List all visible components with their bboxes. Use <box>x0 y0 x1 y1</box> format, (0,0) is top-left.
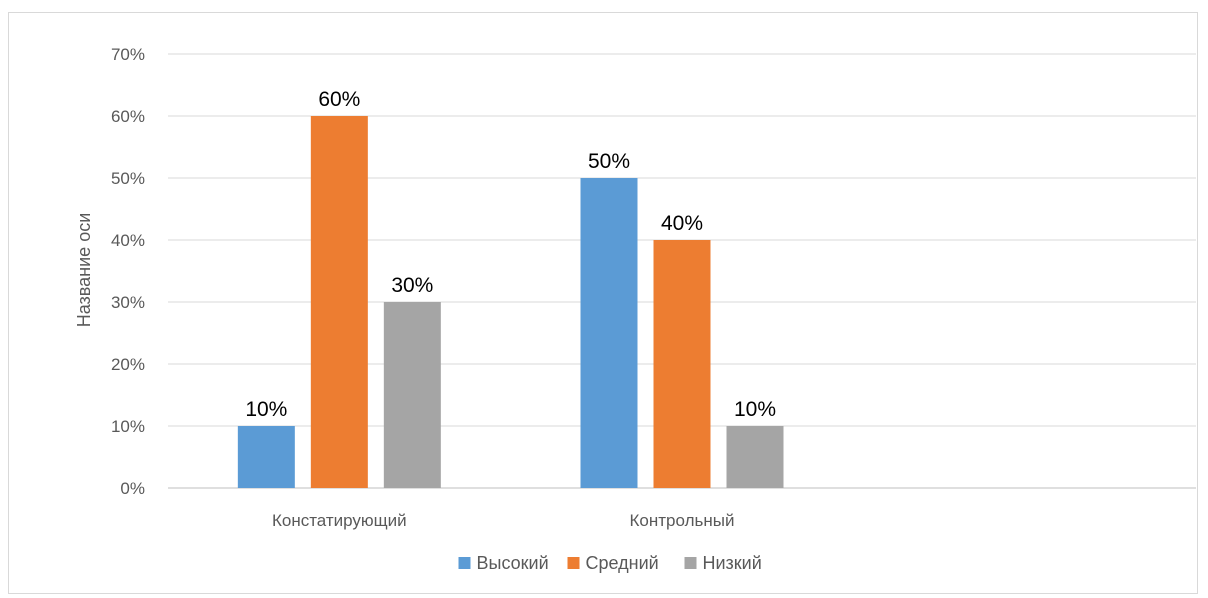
data-labels: 10% 60% 30% 50% 40% 10% <box>245 88 776 421</box>
legend: Высокий Средний Низкий <box>458 553 762 573</box>
x-tick-label: Контрольный <box>630 511 735 530</box>
legend-swatch <box>684 557 697 569</box>
data-label: 50% <box>588 150 630 173</box>
y-tick-label: 10% <box>111 417 145 436</box>
legend-swatch <box>567 557 580 569</box>
bar <box>653 240 711 488</box>
legend-label: Высокий <box>477 553 549 573</box>
data-label: 10% <box>734 398 776 421</box>
bar <box>237 426 295 488</box>
data-label: 40% <box>661 212 703 235</box>
y-tick-label: 60% <box>111 107 145 126</box>
y-axis-title: Название оси <box>74 213 94 328</box>
y-tick-label: 70% <box>111 45 145 64</box>
y-tick-label: 20% <box>111 355 145 374</box>
legend-label: Низкий <box>703 553 762 573</box>
data-label: 10% <box>245 398 287 421</box>
bar <box>383 302 441 488</box>
data-label: 60% <box>318 88 360 111</box>
bar <box>580 178 638 488</box>
legend-label: Средний <box>586 553 659 573</box>
y-axis-tick-labels: 0% 10% 20% 30% 40% 50% 60% 70% <box>111 45 145 498</box>
y-tick-label: 40% <box>111 231 145 250</box>
x-axis-tick-labels: Констатирующий Контрольный <box>272 511 734 530</box>
y-tick-label: 0% <box>120 479 145 498</box>
y-tick-label: 30% <box>111 293 145 312</box>
bar <box>726 426 784 488</box>
data-label: 30% <box>391 274 433 297</box>
x-tick-label: Констатирующий <box>272 511 407 530</box>
bars <box>237 116 784 488</box>
legend-swatch <box>458 557 471 569</box>
y-tick-label: 50% <box>111 169 145 188</box>
bar <box>310 116 368 488</box>
